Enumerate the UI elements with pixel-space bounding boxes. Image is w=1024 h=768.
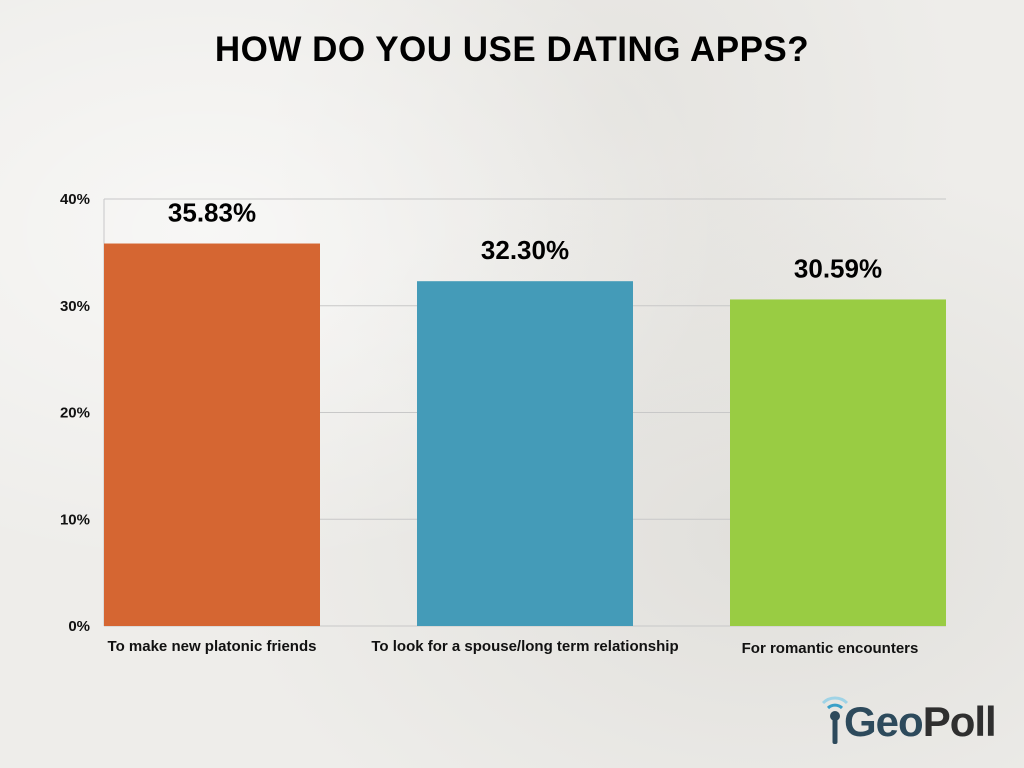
bar [730,299,946,626]
x-tick-label: To look for a spouse/long term relations… [371,638,678,655]
data-label: 32.30% [481,235,569,265]
y-tick-label: 0% [68,618,90,635]
geopoll-logo: GeoPoll [820,694,1000,750]
x-tick-label: To make new platonic friends [108,638,317,655]
signal-antenna-icon [821,696,849,744]
x-tick-label: For romantic encounters [742,640,919,657]
bar-chart: 0% 10% 20% 30% 40% 35.83% To make new platonic… [60,191,946,657]
chart-title: HOW DO YOU USE DATING APPS? [214,30,810,69]
data-label: 35.83% [168,198,256,228]
data-label: 30.59% [794,253,882,283]
bar [104,243,320,626]
y-tick-label: 40% [60,191,90,208]
logo-text-geo: Geo [844,698,924,745]
y-tick-label: 20% [60,405,90,422]
bar [417,281,633,626]
y-tick-label: 30% [60,298,90,315]
logo-text-poll: Poll [922,698,997,745]
y-tick-label: 10% [60,511,90,528]
